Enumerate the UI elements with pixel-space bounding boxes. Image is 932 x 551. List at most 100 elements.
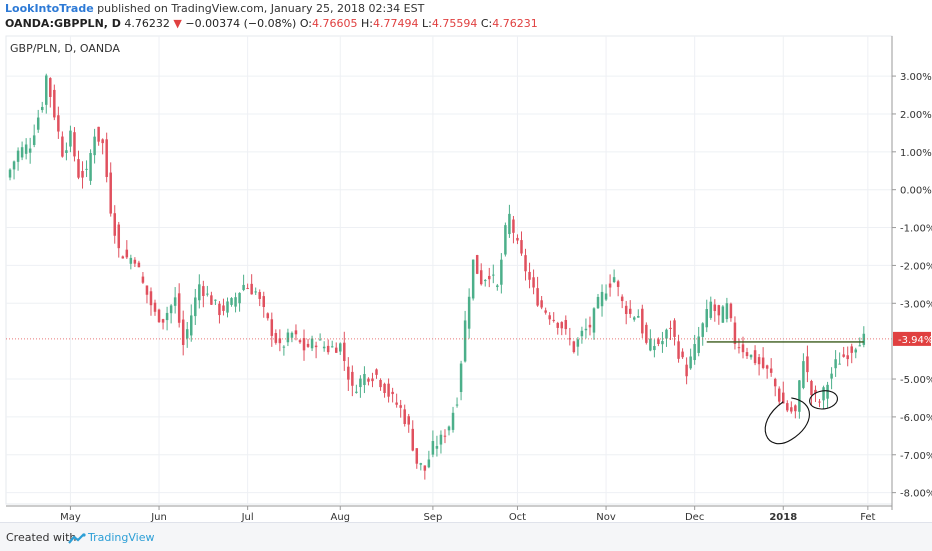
candle-body	[242, 284, 245, 290]
candle-body	[318, 339, 322, 341]
candle-body	[387, 383, 390, 397]
candle-body	[266, 313, 270, 319]
candle-body	[105, 139, 108, 178]
candle-body	[810, 380, 813, 396]
price-chart[interactable]: -3.94% 3.00% 2.00% 1.00% 0.00% -1.00% -2.00% -…	[0, 34, 932, 523]
candle-body	[121, 256, 125, 259]
candle-body	[753, 350, 757, 364]
low-value: 4.75594	[431, 17, 478, 30]
candle-body	[125, 249, 129, 258]
candle-body	[85, 168, 88, 170]
candle-body	[282, 346, 286, 348]
candle-body	[141, 276, 145, 283]
candle-body	[302, 338, 306, 351]
tradingview-brand-link[interactable]: TradingView	[88, 531, 155, 544]
candle-body	[24, 144, 28, 154]
candle-body	[665, 329, 668, 339]
candle-body	[846, 355, 849, 360]
candle-body	[790, 407, 793, 412]
candle-body	[548, 315, 551, 320]
candle-body	[516, 237, 519, 241]
candle-body	[81, 171, 84, 178]
candle-body	[777, 388, 781, 402]
x-tick-label: Sep	[423, 512, 442, 522]
symbol-label: OANDA:GBPPLN, D	[5, 17, 121, 30]
candle-body	[16, 150, 20, 162]
candle-body	[576, 339, 580, 347]
candle-body	[769, 368, 773, 373]
candle-body	[467, 296, 471, 329]
candle-body	[483, 280, 487, 282]
candle-body	[181, 319, 185, 345]
candle-body	[653, 346, 656, 351]
candle-body	[689, 356, 692, 369]
candle-body	[786, 403, 789, 411]
candle-body	[850, 346, 853, 353]
candle-body	[479, 270, 483, 285]
candle-body	[830, 373, 833, 379]
candle-body	[814, 389, 817, 394]
candle-body	[834, 359, 837, 369]
candle-body	[8, 169, 12, 178]
candle-body	[681, 351, 684, 358]
candle-body	[326, 345, 330, 353]
candle-body	[528, 271, 531, 280]
open-value: 4.76605	[312, 17, 358, 30]
candle-body	[560, 322, 564, 329]
candle-body	[36, 117, 40, 130]
candle-body	[234, 297, 237, 307]
candle-body	[757, 357, 761, 365]
candle-body	[395, 402, 398, 405]
chart-header: LookIntoTrade published on TradingView.c…	[0, 0, 932, 34]
candle-body	[862, 333, 866, 345]
candle-body	[572, 341, 576, 353]
candle-body	[399, 405, 402, 408]
candle-body	[733, 322, 737, 344]
candle-body	[403, 409, 406, 425]
candle-body	[298, 340, 302, 343]
candle-body	[117, 224, 121, 249]
candle-body	[101, 139, 104, 144]
candle-body	[65, 150, 68, 153]
candle-body	[471, 259, 475, 299]
candle-body	[238, 292, 241, 304]
candle-body	[177, 293, 181, 323]
candle-body	[73, 132, 76, 157]
candle-body	[258, 292, 261, 299]
x-tick-label: May	[60, 512, 81, 522]
candle-body	[512, 219, 515, 233]
candle-body	[705, 309, 708, 328]
candle-body	[540, 300, 543, 308]
candle-body	[826, 384, 829, 399]
candle-body	[500, 259, 503, 285]
ohlc-line: OANDA:GBPPLN, D 4.76232 ▼ −0.00374 (−0.0…	[5, 17, 538, 30]
x-tick-label: Oct	[509, 512, 526, 522]
candle-body	[391, 391, 394, 395]
candle-body	[12, 161, 16, 170]
candle-body	[435, 446, 439, 449]
tradingview-logo-icon[interactable]	[68, 530, 86, 549]
candle-body	[347, 366, 350, 380]
candle-body	[524, 255, 527, 272]
candle-body	[230, 298, 233, 305]
x-tick-label: Jul	[241, 512, 254, 522]
publish-line: LookIntoTrade published on TradingView.c…	[5, 2, 424, 15]
candle-body	[173, 297, 177, 306]
candle-body	[427, 459, 431, 468]
candle-body	[49, 78, 52, 97]
chart-area[interactable]: -3.94% 3.00% 2.00% 1.00% 0.00% -1.00% -2.00% -…	[0, 34, 932, 523]
candle-body	[306, 343, 310, 347]
candle-body	[447, 426, 451, 431]
candle-body	[697, 336, 700, 353]
candle-body	[270, 319, 274, 336]
last-price: 4.76232	[124, 17, 170, 30]
candle-body	[45, 75, 48, 105]
author-link[interactable]: LookIntoTrade	[5, 2, 94, 15]
candle-body	[661, 341, 664, 345]
candle-body	[584, 328, 588, 331]
candle-body	[363, 373, 366, 386]
low-label: L:	[422, 17, 432, 30]
candle-body	[53, 89, 56, 118]
candle-body	[89, 152, 92, 181]
candle-body	[355, 391, 358, 393]
